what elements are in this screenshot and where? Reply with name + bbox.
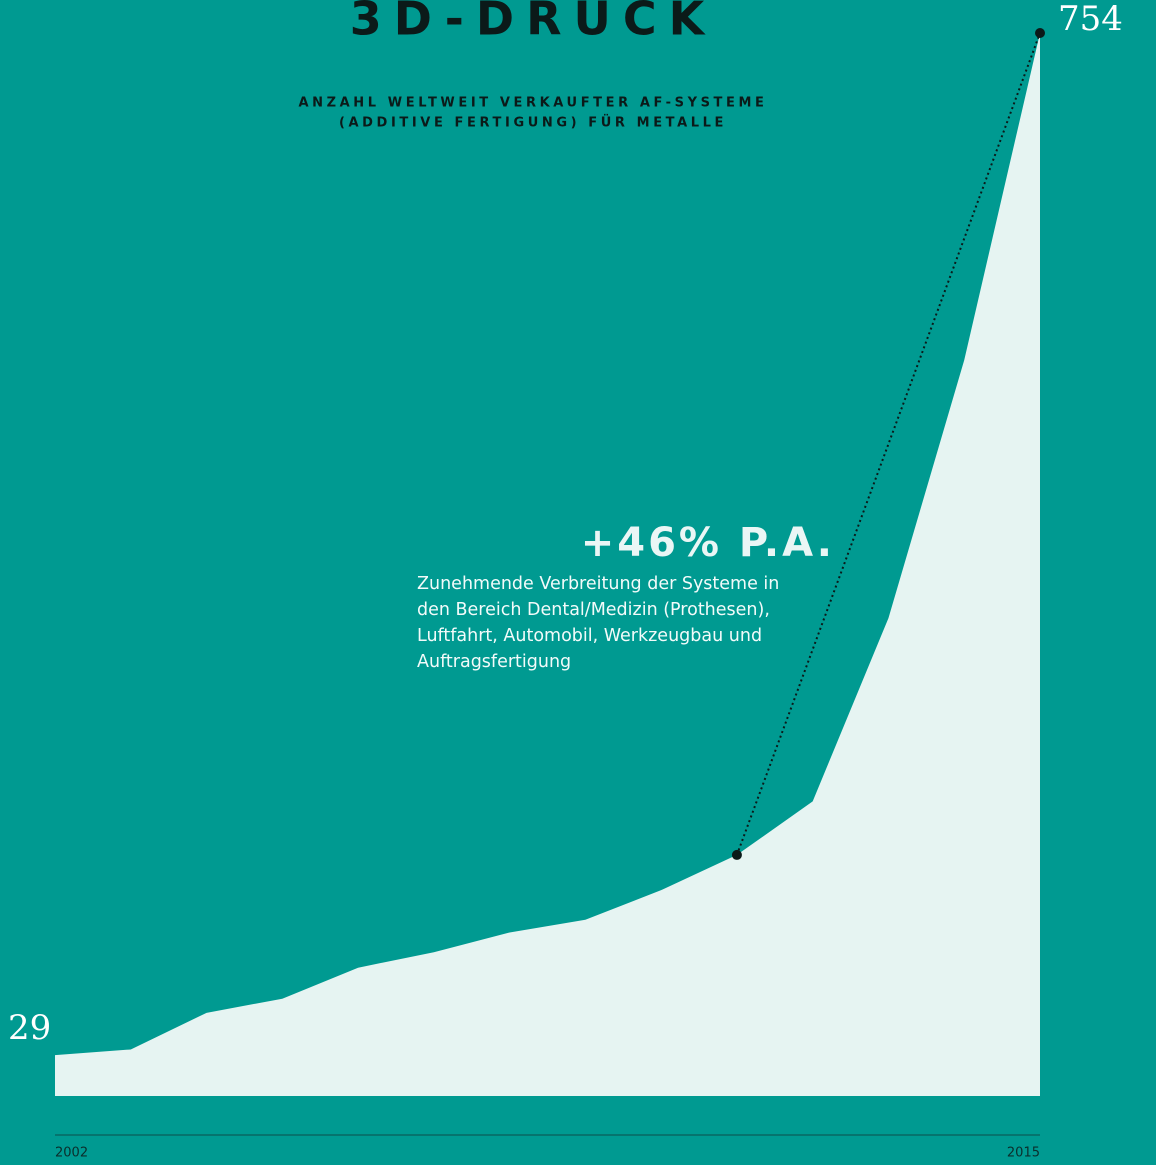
area <box>55 33 1040 1096</box>
x-tick-label: 2015 <box>1007 1146 1040 1161</box>
value-label: 754 <box>1058 0 1123 39</box>
annotation-title: +46% P.A. <box>581 520 835 566</box>
annotation-text: Luftfahrt, Automobil, Werkzeugbau und <box>417 626 762 646</box>
x-tick-label: 2002 <box>55 1146 88 1161</box>
chart-subtitle: (ADDITIVE FERTIGUNG) FÜR METALLE <box>339 115 727 131</box>
annotation-line <box>735 32 1041 856</box>
annotation-text: Auftragsfertigung <box>417 652 571 672</box>
chart-title: 3D-DRUCK <box>350 0 717 46</box>
value-label: 29 <box>8 1008 51 1048</box>
annotation-text: den Bereich Dental/Medizin (Prothesen), <box>417 600 770 620</box>
annotation-text: Zunehmende Verbreitung der Systeme in <box>417 574 779 594</box>
annotation-dot <box>1035 28 1045 38</box>
chart-subtitle: ANZAHL WELTWEIT VERKAUFTER AF-SYSTEME <box>298 96 767 111</box>
annotation-dot <box>731 849 742 860</box>
